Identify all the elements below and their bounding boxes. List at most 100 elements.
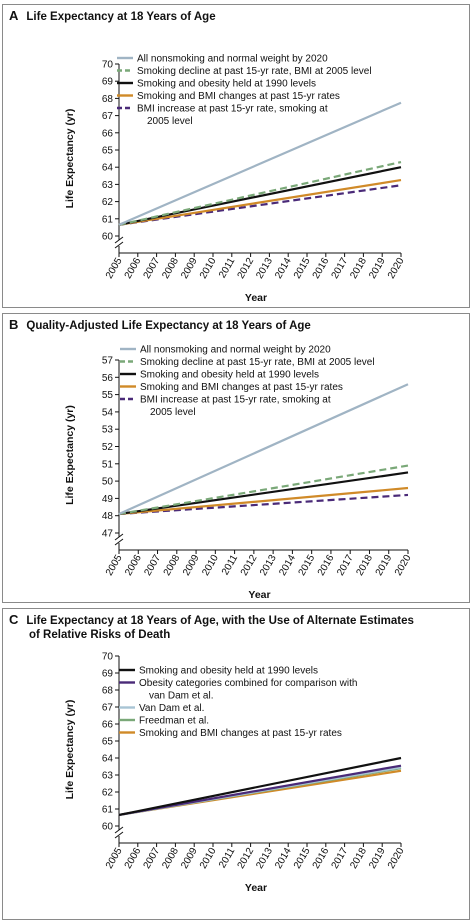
panel-title: A Life Expectancy at 18 Years of Age [9, 9, 463, 24]
x-tick-label: 2010 [198, 256, 219, 281]
x-tick-label: 2017 [330, 256, 351, 281]
panel-title: C Life Expectancy at 18 Years of Age, wit… [9, 613, 463, 642]
series-line [118, 464, 409, 516]
x-tick-label: 2010 [198, 846, 219, 871]
x-tick-label: 2014 [273, 256, 294, 281]
legend-label-continued: 2005 level [147, 116, 193, 127]
legend-label: Freedman et al. [139, 716, 209, 727]
chart-subtitle: of Relative Risks of Death [29, 629, 171, 641]
panel-b: B Quality-Adjusted Life Expectancy at 18 … [2, 313, 470, 603]
y-tick-label: 52 [102, 442, 114, 453]
legend-label: Smoking decline at past 15-yr rate, BMI … [140, 357, 375, 368]
x-tick-label: 2015 [292, 256, 313, 281]
chart-title: Life Expectancy at 18 Years of Age [26, 11, 216, 23]
y-tick-label: 60 [102, 822, 114, 833]
legend-label: Smoking decline at past 15-yr rate, BMI … [137, 66, 372, 77]
x-tick-label: 2016 [311, 846, 332, 871]
legend-label: Smoking and BMI changes at past 15-yr ra… [137, 91, 340, 102]
legend-label: All nonsmoking and normal weight by 2020 [140, 345, 331, 356]
x-tick-label: 2020 [386, 846, 407, 871]
y-tick-label: 66 [102, 720, 114, 731]
series-line [118, 486, 409, 516]
legend-label: BMI increase at past 15-yr rate, smoking… [140, 395, 331, 406]
panel-a: A Life Expectancy at 18 Years of Age 60 61… [2, 4, 470, 308]
chart-title: Life Expectancy at 18 Years of Age, with… [26, 615, 414, 627]
x-tick-label: 2008 [160, 256, 181, 281]
series-line [118, 160, 402, 226]
y-tick-label: 68 [102, 94, 114, 105]
axis-break-mark [114, 241, 124, 249]
panel-letter: B [9, 317, 19, 332]
panel-c: C Life Expectancy at 18 Years of Age, wit… [2, 608, 470, 920]
series-line [118, 756, 402, 817]
y-tick-label: 47 [102, 529, 114, 540]
x-tick-label: 2018 [348, 846, 369, 871]
y-tick-label: 66 [102, 128, 114, 139]
y-tick-label: 55 [102, 390, 114, 401]
x-tick-label: 2019 [367, 256, 388, 281]
series-line [118, 764, 402, 817]
x-tick-label: 2006 [123, 553, 144, 578]
y-tick-label: 61 [102, 214, 114, 225]
y-tick-label: 70 [102, 60, 114, 71]
chart-b: 4748495051525354555657200520062007200820… [64, 345, 414, 602]
series-line [118, 471, 409, 516]
x-tick-label: 2009 [181, 553, 202, 578]
x-tick-label: 2015 [297, 553, 318, 578]
y-tick-label: 64 [102, 163, 114, 174]
axis-break-mark [114, 831, 124, 839]
y-axis-label: Life Expectancy (yr) [64, 109, 76, 209]
y-tick-label: 69 [102, 77, 114, 88]
legend-label: Smoking and obesity held at 1990 levels [137, 79, 316, 90]
y-tick-label: 48 [102, 511, 114, 522]
series-line [118, 383, 409, 515]
x-tick-label: 2018 [348, 256, 369, 281]
y-tick-label: 51 [102, 459, 114, 470]
x-tick-label: 2010 [200, 553, 221, 578]
y-tick-label: 63 [102, 180, 114, 191]
series-line [118, 493, 409, 516]
y-tick-label: 49 [102, 494, 114, 505]
axis-break-mark [114, 538, 124, 546]
x-tick-label: 2014 [273, 846, 294, 871]
x-tick-label: 2015 [292, 846, 313, 871]
y-tick-label: 56 [102, 373, 114, 384]
x-tick-label: 2012 [236, 256, 257, 281]
x-tick-label: 2013 [254, 846, 275, 871]
x-tick-label: 2011 [217, 256, 237, 281]
y-axis-label: Life Expectancy (yr) [64, 700, 76, 800]
legend-label: BMI increase at past 15-yr rate, smoking… [137, 104, 328, 115]
y-tick-label: 62 [102, 788, 114, 799]
series-line [118, 101, 402, 226]
x-tick-label: 2013 [258, 553, 279, 578]
y-tick-label: 50 [102, 477, 114, 488]
y-tick-label: 64 [102, 754, 114, 765]
x-tick-label: 2011 [217, 846, 237, 871]
x-tick-label: 2009 [179, 256, 200, 281]
x-tick-label: 2016 [311, 256, 332, 281]
legend-label: Smoking and obesity held at 1990 levels [139, 666, 318, 677]
y-tick-label: 65 [102, 737, 114, 748]
x-tick-label: 2012 [236, 846, 257, 871]
y-tick-label: 67 [102, 703, 114, 714]
y-tick-label: 70 [102, 652, 114, 663]
y-axis-label: Life Expectancy (yr) [64, 405, 76, 505]
x-tick-label: 2009 [179, 846, 200, 871]
chart-title: Quality-Adjusted Life Expectancy at 18 Y… [26, 320, 311, 332]
x-tick-label: 2007 [142, 553, 163, 578]
y-tick-label: 63 [102, 771, 114, 782]
axis-break-mark [114, 236, 124, 244]
x-tick-label: 2007 [142, 256, 163, 281]
x-tick-label: 2005 [104, 553, 125, 578]
x-tick-label: 2007 [142, 846, 163, 871]
x-tick-label: 2008 [160, 846, 181, 871]
x-tick-label: 2019 [374, 553, 395, 578]
x-tick-label: 2018 [354, 553, 375, 578]
x-axis-label: Year [245, 292, 267, 304]
legend-label: Smoking and BMI changes at past 15-yr ra… [140, 382, 343, 393]
x-tick-label: 2014 [277, 553, 298, 578]
legend-label: Obesity categories combined for comparis… [139, 678, 357, 689]
x-tick-label: 2008 [162, 553, 183, 578]
series-line [118, 179, 402, 226]
